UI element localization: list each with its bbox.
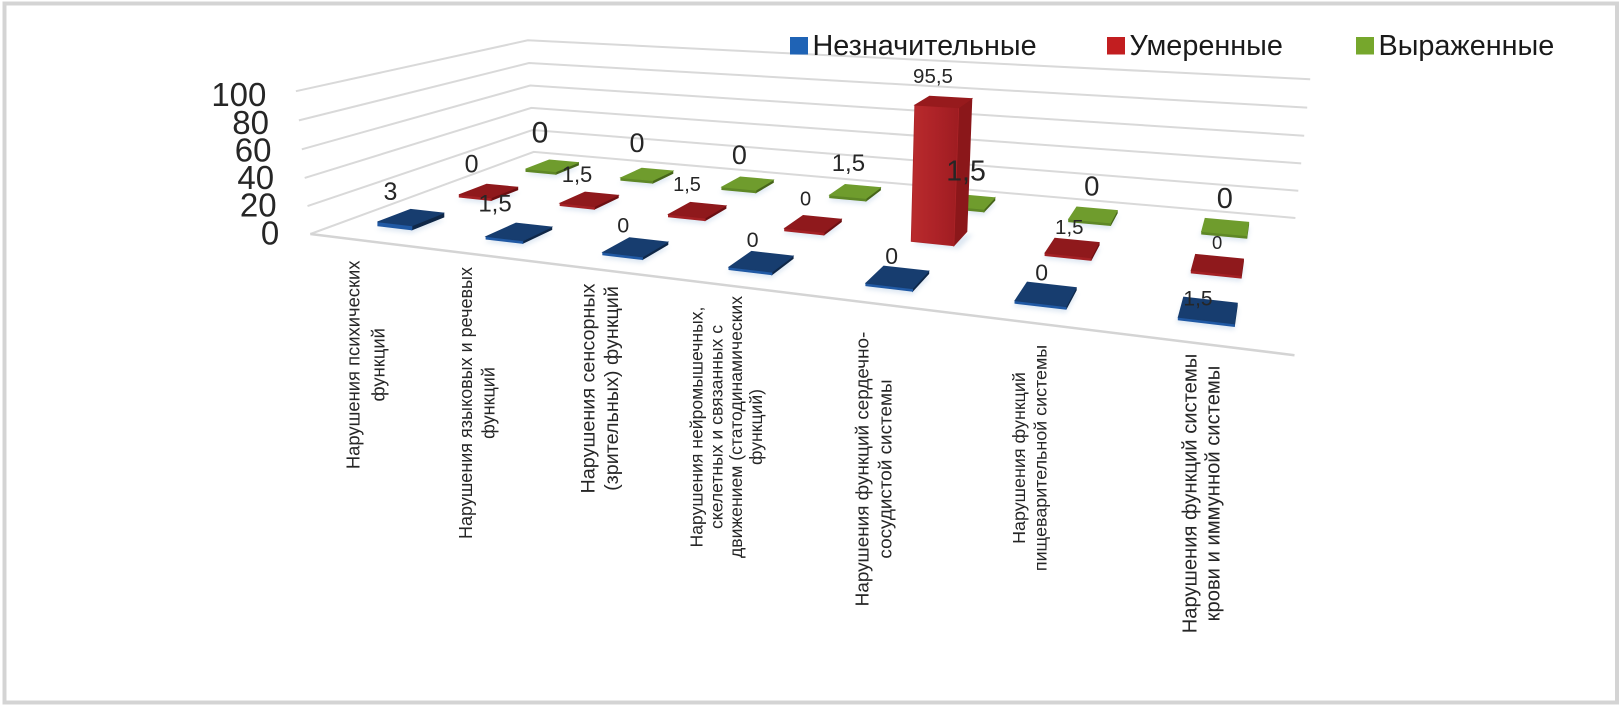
svg-text:функций: функций: [479, 367, 499, 439]
svg-text:0: 0: [617, 213, 629, 237]
svg-text:0: 0: [1217, 183, 1233, 215]
svg-text:скелетных и связанных с: скелетных и связанных с: [706, 325, 726, 529]
svg-text:крови и иммунной системы: крови и иммунной системы: [1203, 366, 1225, 622]
svg-text:60: 60: [235, 131, 272, 168]
svg-text:100: 100: [211, 76, 266, 113]
svg-text:0: 0: [1212, 232, 1222, 253]
svg-text:0: 0: [732, 140, 747, 170]
svg-text:Нарушения функций сердечно-: Нарушения функций сердечно-: [853, 332, 874, 607]
svg-text:Нарушения психических: Нарушения психических: [342, 260, 363, 469]
svg-text:Умеренные: Умеренные: [1130, 30, 1283, 62]
svg-text:0: 0: [885, 243, 898, 269]
svg-text:Выраженные: Выраженные: [1379, 30, 1555, 62]
svg-text:1,5: 1,5: [673, 174, 701, 196]
svg-text:0: 0: [800, 189, 811, 211]
svg-text:движением (статодинамических: движением (статодинамических: [726, 296, 746, 558]
svg-text:Незначительные: Незначительные: [813, 30, 1037, 62]
svg-text:3: 3: [384, 178, 398, 206]
svg-text:0: 0: [1084, 171, 1099, 202]
svg-text:Нарушения сенсорных: Нарушения сенсорных: [578, 283, 600, 493]
svg-text:1,5: 1,5: [946, 156, 986, 188]
svg-text:сосудистой системы: сосудистой системы: [876, 379, 897, 558]
svg-text:1,5: 1,5: [1055, 216, 1084, 239]
svg-text:0: 0: [629, 128, 644, 158]
svg-text:0: 0: [747, 228, 759, 252]
svg-text:пищеварительной системы: пищеварительной системы: [1031, 345, 1051, 571]
svg-text:1,5: 1,5: [832, 150, 865, 177]
svg-text:1,5: 1,5: [478, 191, 511, 218]
svg-text:1,5: 1,5: [562, 162, 593, 187]
svg-text:80: 80: [232, 104, 269, 141]
svg-text:0: 0: [261, 214, 279, 251]
svg-text:(зрительных) функций: (зрительных) функций: [601, 286, 623, 491]
svg-text:Нарушения языковых и речевых: Нарушения языковых и речевых: [456, 267, 476, 539]
svg-text:40: 40: [237, 159, 274, 196]
svg-text:Нарушения функций системы: Нарушения функций системы: [1179, 354, 1201, 634]
svg-text:0: 0: [1035, 260, 1048, 286]
svg-text:функций): функций): [746, 389, 766, 465]
svg-text:0: 0: [532, 117, 549, 150]
svg-text:1,5: 1,5: [1183, 288, 1212, 311]
svg-text:0: 0: [465, 151, 479, 179]
svg-text:Нарушения функций: Нарушения функций: [1009, 372, 1029, 544]
svg-text:20: 20: [240, 187, 277, 224]
svg-text:95,5: 95,5: [913, 65, 953, 88]
svg-text:Нарушения нейромышечных,: Нарушения нейромышечных,: [686, 307, 706, 548]
svg-text:функций: функций: [368, 328, 389, 401]
